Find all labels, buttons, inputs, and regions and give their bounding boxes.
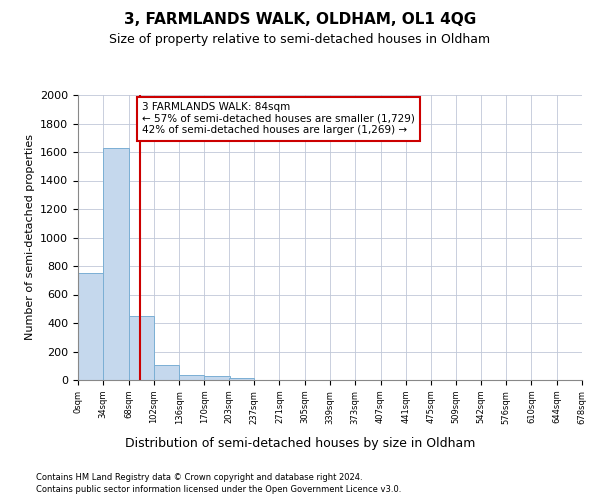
Bar bbox=[154, 365, 179, 380]
Text: Contains public sector information licensed under the Open Government Licence v3: Contains public sector information licen… bbox=[36, 485, 401, 494]
Text: Distribution of semi-detached houses by size in Oldham: Distribution of semi-detached houses by … bbox=[125, 438, 475, 450]
Bar bbox=[128, 316, 154, 380]
Text: Contains HM Land Registry data © Crown copyright and database right 2024.: Contains HM Land Registry data © Crown c… bbox=[36, 472, 362, 482]
Y-axis label: Number of semi-detached properties: Number of semi-detached properties bbox=[25, 134, 35, 340]
Text: 3 FARMLANDS WALK: 84sqm
← 57% of semi-detached houses are smaller (1,729)
42% of: 3 FARMLANDS WALK: 84sqm ← 57% of semi-de… bbox=[142, 102, 415, 136]
Bar bbox=[205, 376, 230, 380]
Bar bbox=[179, 374, 205, 380]
Bar bbox=[78, 273, 103, 380]
Text: Size of property relative to semi-detached houses in Oldham: Size of property relative to semi-detach… bbox=[109, 32, 491, 46]
Bar bbox=[229, 378, 254, 380]
Text: 3, FARMLANDS WALK, OLDHAM, OL1 4QG: 3, FARMLANDS WALK, OLDHAM, OL1 4QG bbox=[124, 12, 476, 28]
Bar bbox=[103, 148, 128, 380]
